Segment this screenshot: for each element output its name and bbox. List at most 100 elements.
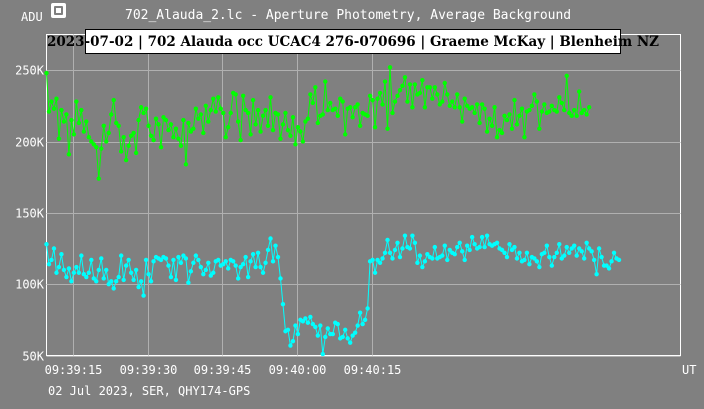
data-point [544, 243, 550, 248]
data-point [109, 112, 114, 117]
data-point [233, 92, 238, 97]
data-point [447, 103, 452, 109]
data-point [502, 250, 507, 255]
data-point [362, 317, 368, 323]
data-point [173, 126, 179, 131]
data-point [288, 133, 293, 138]
data-point [469, 105, 475, 110]
data-point [208, 107, 213, 113]
data-point [397, 87, 403, 93]
data-point [59, 107, 64, 113]
data-point [343, 327, 348, 333]
data-point [445, 92, 450, 97]
data-point [133, 150, 139, 156]
data-point [96, 267, 101, 273]
data-point [148, 133, 154, 138]
data-point [240, 261, 246, 267]
data-point [492, 105, 497, 110]
data-point [303, 119, 308, 124]
data-point [554, 250, 559, 255]
data-point [310, 100, 316, 106]
data-point [313, 85, 318, 90]
data-point [131, 277, 136, 283]
data-point [527, 261, 532, 267]
data-point [59, 252, 64, 257]
data-point [69, 279, 74, 284]
data-point [323, 79, 328, 84]
data-point [114, 120, 119, 126]
data-point [138, 105, 144, 110]
data-point [153, 116, 159, 121]
data-point [91, 276, 96, 281]
chart-title-frame [85, 29, 621, 54]
data-point [101, 276, 106, 281]
data-point [527, 107, 532, 113]
series-2 [44, 233, 622, 357]
data-point [255, 250, 261, 255]
data-point [330, 331, 335, 337]
data-point [514, 122, 520, 127]
data-point [176, 254, 181, 260]
data-point [263, 260, 268, 265]
data-point [487, 116, 492, 121]
data-point [188, 129, 194, 134]
data-point [163, 256, 169, 261]
data-point [537, 264, 542, 270]
data-point [427, 85, 433, 90]
data-point [559, 100, 564, 106]
app-icon [51, 3, 66, 18]
data-point [253, 264, 258, 270]
data-point [457, 105, 462, 110]
data-point [243, 254, 248, 260]
data-point [238, 137, 243, 143]
data-point [235, 119, 241, 124]
data-point [265, 247, 271, 253]
data-point [517, 113, 522, 119]
data-point [226, 266, 231, 271]
data-point [499, 247, 505, 253]
data-point [158, 257, 164, 263]
data-point [250, 252, 256, 257]
data-point [74, 264, 79, 270]
window-title-text: 702_Alauda_2.lc - Aperture Photometry, A… [125, 8, 572, 23]
data-point [295, 331, 301, 337]
data-point [464, 243, 470, 248]
data-point [51, 106, 57, 111]
data-point [581, 107, 587, 113]
data-point [288, 343, 293, 348]
data-point [280, 122, 286, 127]
y-tick-labels: 50K 100K 150K 200K 250K [15, 64, 45, 364]
data-point [502, 113, 507, 119]
data-point [352, 330, 358, 335]
chart-title-box: 2023-07-02 | 702 Alauda occ UCAC4 276-07… [47, 29, 659, 54]
data-point [412, 240, 418, 245]
data-point [310, 321, 316, 327]
data-point [166, 263, 171, 268]
data-point [268, 236, 273, 241]
data-point [216, 257, 221, 263]
data-point [133, 267, 139, 273]
data-point [325, 107, 330, 113]
data-point [265, 123, 271, 129]
data-point [104, 139, 109, 144]
data-point [206, 119, 211, 124]
data-point [586, 105, 592, 110]
data-point [213, 109, 218, 114]
data-point [586, 246, 592, 251]
data-point [308, 92, 313, 97]
data-point [534, 99, 540, 104]
data-point [283, 110, 288, 116]
data-point [390, 256, 395, 261]
data-point [49, 257, 54, 263]
data-point [278, 276, 283, 281]
data-point [54, 270, 59, 275]
data-point [44, 242, 49, 247]
data-point [81, 271, 87, 277]
data-point [417, 253, 423, 258]
data-point [377, 260, 383, 265]
data-point [507, 112, 512, 117]
data-point [193, 253, 199, 258]
data-point [377, 90, 383, 96]
data-point [467, 247, 472, 253]
data-point [126, 257, 131, 263]
